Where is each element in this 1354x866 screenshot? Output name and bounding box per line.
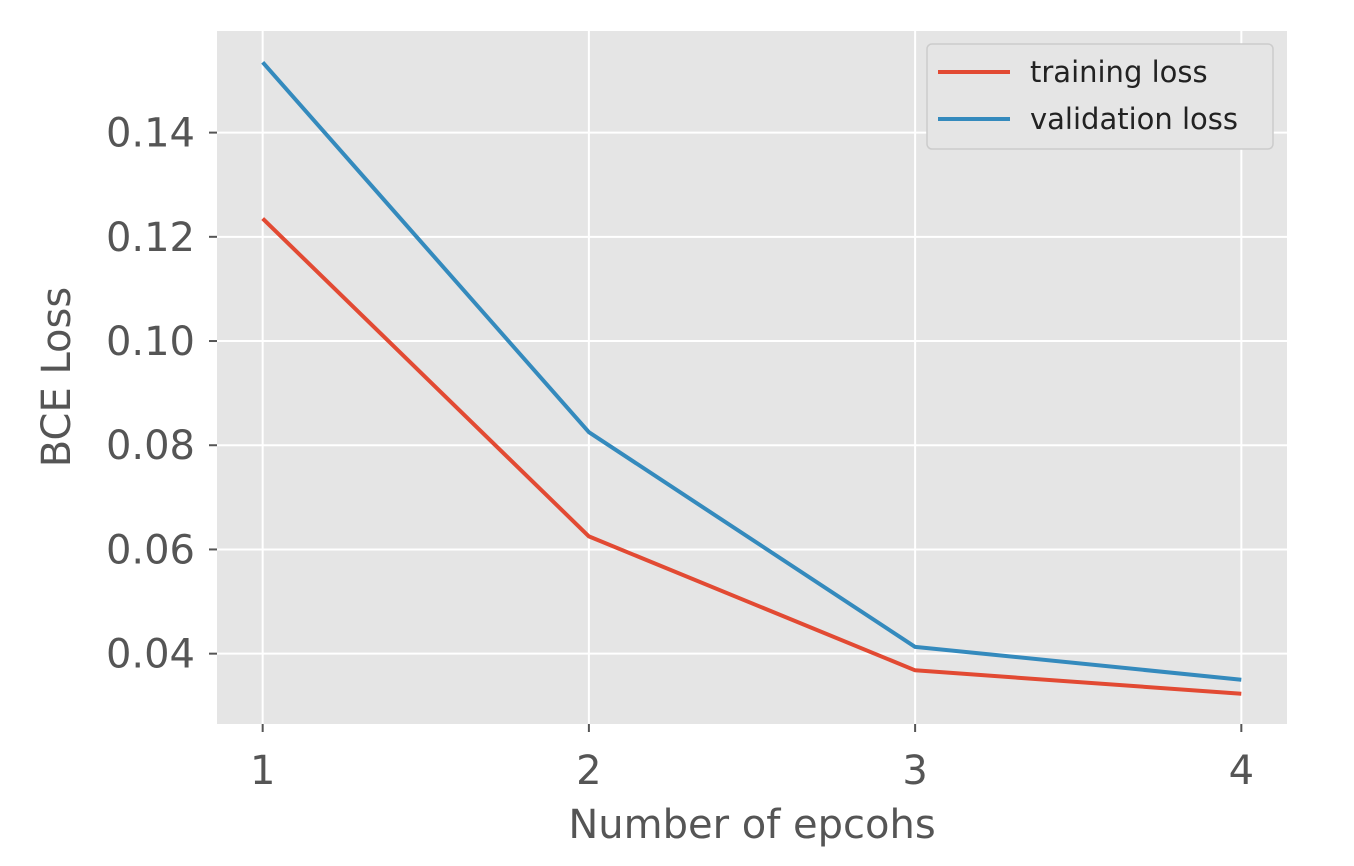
y-tick-label: 0.04 — [106, 632, 195, 678]
legend-box — [926, 43, 1274, 150]
series-line-validation-loss — [261, 60, 1242, 682]
x-axis-label: Number of epcohs — [568, 802, 935, 848]
y-tick-label: 0.10 — [106, 319, 195, 365]
y-tick-label: 0.12 — [106, 215, 195, 261]
y-axis-label: BCE Loss — [34, 287, 80, 467]
series-line-training-loss — [261, 217, 1242, 696]
legend-label-validation-loss: validation loss — [1030, 102, 1238, 136]
grid-lines — [217, 31, 1287, 724]
legend: training loss validation loss — [926, 43, 1274, 150]
x-tick-label: 4 — [1229, 748, 1254, 794]
y-tick-label: 0.14 — [106, 111, 195, 157]
y-tick-label: 0.06 — [106, 527, 195, 573]
y-tick-labels: 0.04 0.06 0.08 0.10 0.12 0.14 — [106, 111, 217, 678]
x-tick-label: 1 — [250, 748, 275, 794]
x-tick-label: 3 — [902, 748, 927, 794]
legend-label-training-loss: training loss — [1030, 55, 1208, 89]
x-tick-label: 2 — [576, 748, 601, 794]
series-lines — [261, 60, 1242, 696]
x-tick-labels: 1 2 3 4 — [250, 724, 1254, 794]
y-tick-label: 0.08 — [106, 423, 195, 469]
